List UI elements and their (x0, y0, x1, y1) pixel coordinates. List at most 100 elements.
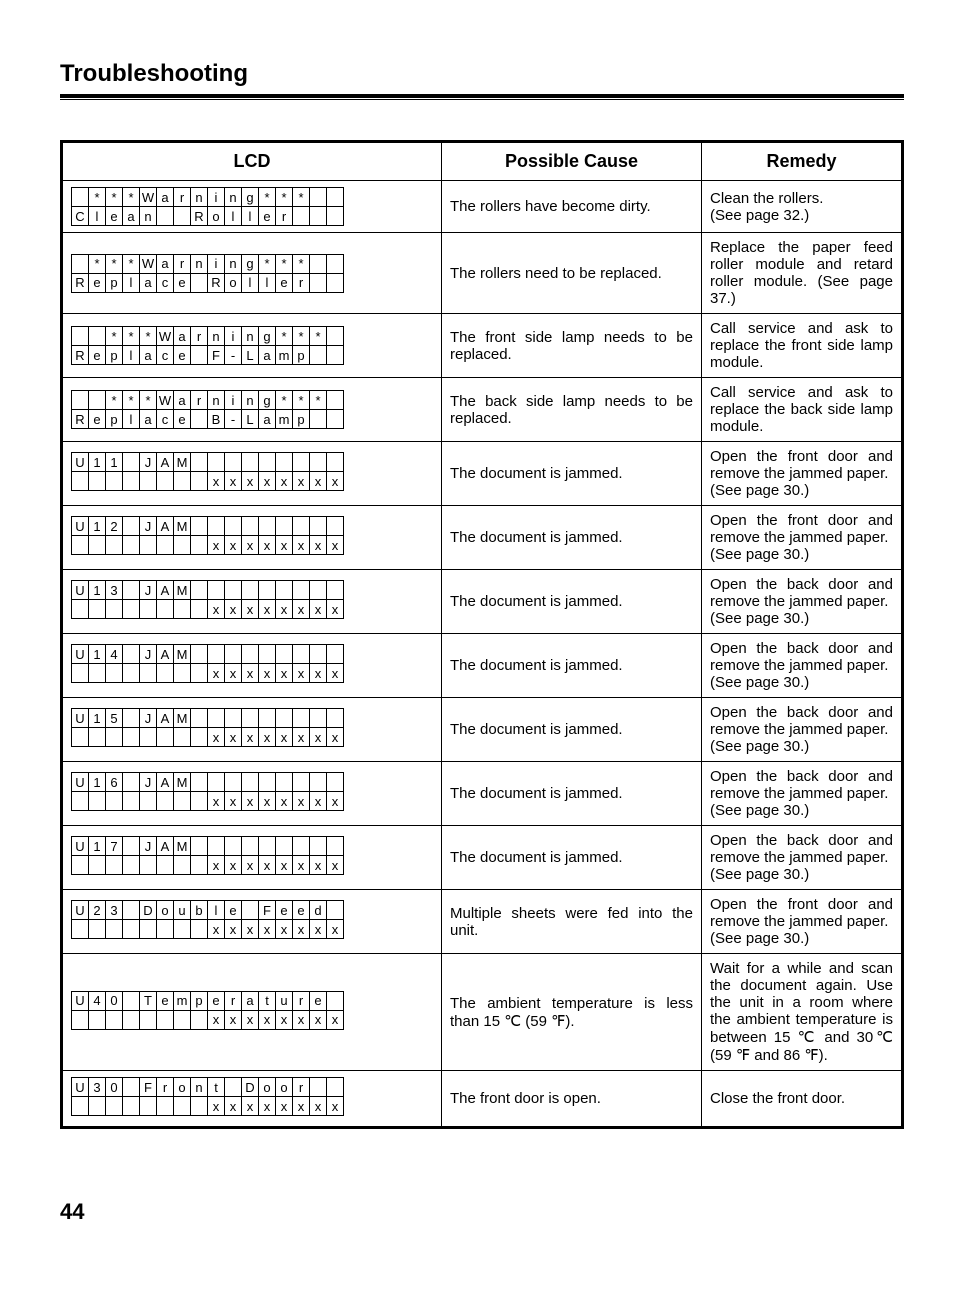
lcd-char: x (258, 919, 276, 939)
cause-cell: The document is jammed. (442, 506, 702, 570)
lcd-char: x (258, 535, 276, 555)
lcd-char: M (173, 644, 191, 664)
lcd-char: e (224, 900, 242, 920)
cause-cell: The document is jammed. (442, 634, 702, 698)
lcd-char: D (139, 900, 157, 920)
lcd-char: R (71, 345, 89, 365)
remedy-cell: Open the front door and remove the jamme… (702, 442, 903, 506)
lcd-char: a (139, 273, 157, 293)
lcd-char: x (241, 727, 259, 747)
lcd-char (122, 1096, 140, 1116)
lcd-char: U (71, 516, 89, 536)
lcd-char: l (122, 273, 140, 293)
lcd-char: l (207, 900, 225, 920)
lcd-char: x (258, 1010, 276, 1030)
lcd-char: x (224, 1096, 242, 1116)
lcd-char (326, 836, 344, 856)
lcd-char: J (139, 580, 157, 600)
lcd-char (224, 516, 242, 536)
lcd-char (326, 772, 344, 792)
lcd-char (292, 772, 310, 792)
lcd-char (275, 452, 293, 472)
lcd-char: x (275, 471, 293, 491)
lcd-char (275, 516, 293, 536)
lcd-char: e (309, 991, 327, 1011)
lcd-char (309, 187, 327, 207)
lcd-char (122, 452, 140, 472)
lcd-char (122, 1077, 140, 1097)
lcd-char (190, 345, 208, 365)
lcd-char (190, 1010, 208, 1030)
lcd-char: A (156, 708, 174, 728)
lcd-char: x (224, 855, 242, 875)
lcd-char (207, 708, 225, 728)
lcd-char: M (173, 708, 191, 728)
lcd-char (275, 772, 293, 792)
lcd-char: a (173, 390, 191, 410)
lcd-char (71, 390, 89, 410)
remedy-cell: Open the back door and remove the jammed… (702, 698, 903, 762)
lcd-char (139, 663, 157, 683)
table-row: U12JAMxxxxxxxxThe document is jammed.Ope… (62, 506, 903, 570)
lcd-char: * (258, 254, 276, 274)
lcd-char (139, 471, 157, 491)
lcd-char: x (224, 471, 242, 491)
lcd-char: U (71, 708, 89, 728)
lcd-char: x (292, 791, 310, 811)
lcd-char (190, 791, 208, 811)
remedy-cell: Replace the paper feed roller module and… (702, 233, 903, 314)
lcd-cell: ***Warning***CleanRoller (62, 181, 442, 233)
lcd-char (326, 409, 344, 429)
cause-cell: The document is jammed. (442, 762, 702, 826)
lcd-char: x (224, 599, 242, 619)
lcd-char: l (88, 206, 106, 226)
lcd-char (88, 326, 106, 346)
table-row: ***Warning***ReplaceRollerThe rollers ne… (62, 233, 903, 314)
lcd-char: x (241, 1010, 259, 1030)
remedy-cell: Clean the rollers.(See page 32.) (702, 181, 903, 233)
lcd-char: p (105, 345, 123, 365)
lcd-char: n (241, 326, 259, 346)
lcd-char: x (292, 855, 310, 875)
lcd-char: B (207, 409, 225, 429)
lcd-char: x (326, 1096, 344, 1116)
lcd-char: m (173, 991, 191, 1011)
lcd-char (190, 772, 208, 792)
lcd-char (326, 644, 344, 664)
lcd-char (173, 855, 191, 875)
lcd-char (326, 991, 344, 1011)
lcd-char: e (207, 991, 225, 1011)
table-row: U11JAMxxxxxxxxThe document is jammed.Ope… (62, 442, 903, 506)
lcd-char: U (71, 644, 89, 664)
lcd-char (241, 516, 259, 536)
lcd-char: * (105, 390, 123, 410)
lcd-char (241, 452, 259, 472)
lcd-char: x (241, 599, 259, 619)
lcd-char (309, 836, 327, 856)
lcd-char: W (156, 390, 174, 410)
lcd-char (207, 772, 225, 792)
lcd-char: 0 (105, 1077, 123, 1097)
lcd-char (241, 644, 259, 664)
lcd-char: e (173, 345, 191, 365)
lcd-char (258, 708, 276, 728)
lcd-char: x (224, 727, 242, 747)
lcd-char: U (71, 580, 89, 600)
lcd-char (88, 919, 106, 939)
lcd-char (156, 599, 174, 619)
lcd-char: c (156, 345, 174, 365)
lcd-char (190, 471, 208, 491)
lcd-char (105, 855, 123, 875)
lcd-char: J (139, 644, 157, 664)
lcd-char: x (207, 535, 225, 555)
lcd-char: c (156, 273, 174, 293)
lcd-char: 3 (105, 580, 123, 600)
lcd-char: C (71, 206, 89, 226)
lcd-char (190, 580, 208, 600)
lcd-char (173, 791, 191, 811)
lcd-char: i (207, 187, 225, 207)
lcd-char: W (156, 326, 174, 346)
lcd-char: 5 (105, 708, 123, 728)
lcd-char (207, 580, 225, 600)
lcd-char: p (105, 409, 123, 429)
